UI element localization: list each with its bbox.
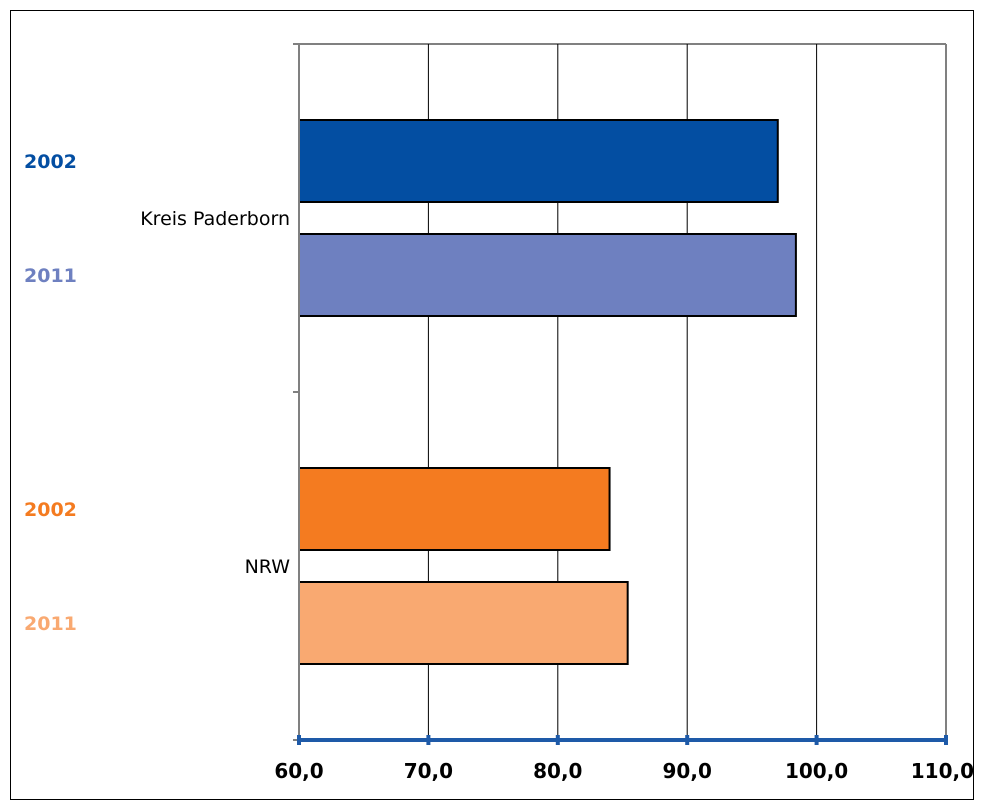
bar-nrw-2011 <box>298 581 629 665</box>
series-label-2011: 2011 <box>24 613 77 635</box>
bar-kreis-paderborn-2011 <box>298 233 797 317</box>
x-tick-label: 110,0 <box>911 759 974 783</box>
bar-kreis-paderborn-2002 <box>298 119 779 203</box>
x-tick-label: 70,0 <box>404 759 453 783</box>
x-tick-label: 60,0 <box>274 759 323 783</box>
series-label-2002: 2002 <box>24 499 77 521</box>
x-tick-label: 90,0 <box>663 759 712 783</box>
labels-layer: 2002 2011 Kreis Paderborn 2002 2011 NRW 60,0 70… <box>24 151 974 783</box>
category-label: NRW <box>245 556 291 578</box>
x-tick-label: 100,0 <box>785 759 848 783</box>
x-tick-label: 80,0 <box>533 759 582 783</box>
axis-layer <box>293 43 948 745</box>
bar-nrw-2002 <box>298 467 611 551</box>
series-label-2002: 2002 <box>24 151 77 173</box>
category-label: Kreis Paderborn <box>140 208 290 230</box>
series-label-2011: 2011 <box>24 265 77 287</box>
bars-layer <box>298 119 797 665</box>
